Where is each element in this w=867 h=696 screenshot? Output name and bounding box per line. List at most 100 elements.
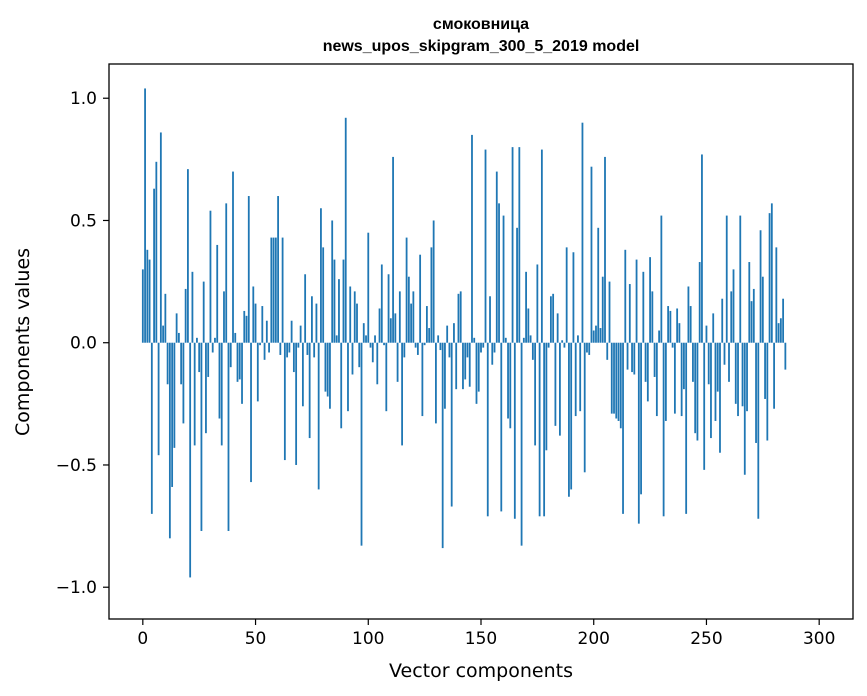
bar	[243, 310, 246, 343]
bar	[525, 271, 527, 343]
bar	[513, 342, 516, 519]
bar	[644, 342, 647, 382]
bar	[511, 147, 514, 343]
bar	[453, 323, 455, 343]
bar	[504, 337, 507, 343]
bar	[450, 342, 453, 507]
bar	[171, 342, 174, 487]
bar	[218, 342, 221, 419]
y-tick-label: −0.5	[56, 456, 97, 476]
bar	[685, 342, 688, 514]
bar	[333, 259, 336, 343]
bar	[540, 149, 543, 343]
bar	[462, 342, 464, 390]
bar	[331, 220, 334, 343]
bar	[288, 342, 291, 353]
bar	[586, 342, 588, 353]
bar	[283, 342, 286, 461]
bar	[358, 342, 361, 368]
bars-group	[141, 88, 787, 578]
bar	[572, 252, 575, 343]
bar	[259, 342, 261, 346]
bar	[536, 264, 539, 343]
bar	[732, 269, 735, 343]
bar	[757, 342, 760, 519]
bar	[159, 132, 162, 343]
bar	[225, 203, 228, 343]
bar	[414, 342, 417, 348]
bar	[561, 340, 564, 343]
bar	[500, 342, 503, 512]
bar	[590, 166, 593, 343]
x-tick-label: 300	[803, 629, 835, 649]
bar	[710, 342, 712, 439]
bar	[168, 342, 171, 539]
bar	[245, 315, 248, 343]
bar	[782, 298, 785, 343]
plot-frame	[108, 63, 854, 620]
bar	[516, 227, 518, 343]
bar	[351, 342, 354, 375]
bar	[207, 342, 210, 377]
bar	[232, 171, 234, 343]
bar	[784, 342, 787, 370]
bar	[329, 342, 331, 409]
bar	[637, 342, 640, 524]
bar	[412, 291, 415, 343]
bar	[522, 337, 525, 343]
bar	[182, 342, 185, 424]
bar	[597, 227, 600, 343]
bar	[748, 262, 751, 343]
bar	[687, 286, 690, 343]
bar	[410, 303, 413, 343]
bar	[552, 293, 555, 343]
bar	[486, 342, 489, 517]
bar	[385, 342, 388, 412]
bar	[714, 342, 717, 421]
bar	[241, 342, 243, 404]
chart-subtitle: news_upos_skipgram_300_5_2019 model	[323, 38, 640, 55]
bar	[423, 342, 426, 346]
bar	[770, 203, 773, 343]
bar	[317, 342, 320, 490]
bar	[725, 215, 728, 343]
bar	[299, 325, 302, 343]
bar	[750, 301, 753, 343]
bar	[371, 342, 374, 363]
bar	[187, 169, 189, 343]
bar	[189, 342, 192, 578]
bar	[723, 342, 726, 365]
bar	[712, 313, 715, 343]
bar	[340, 342, 343, 429]
bar	[344, 117, 347, 343]
bar	[556, 313, 559, 343]
bar	[683, 342, 685, 390]
bar	[606, 342, 609, 360]
bar	[649, 257, 651, 343]
bar	[628, 284, 631, 343]
bar	[268, 342, 270, 353]
bar	[734, 342, 737, 404]
bar	[737, 342, 739, 417]
bar	[297, 342, 300, 348]
bar	[360, 342, 363, 546]
bar	[292, 342, 295, 373]
bar	[162, 325, 165, 343]
bar	[342, 259, 345, 343]
bar	[444, 342, 446, 409]
bar	[216, 244, 219, 343]
bar	[696, 342, 699, 441]
bar	[518, 147, 521, 343]
bar	[261, 306, 264, 343]
bar	[335, 335, 338, 343]
bar	[383, 342, 385, 346]
bar	[369, 342, 372, 348]
bar	[579, 342, 582, 412]
bar	[655, 342, 658, 417]
bar	[599, 328, 602, 343]
bar	[281, 237, 284, 343]
bar	[547, 342, 550, 348]
bar	[392, 156, 394, 343]
